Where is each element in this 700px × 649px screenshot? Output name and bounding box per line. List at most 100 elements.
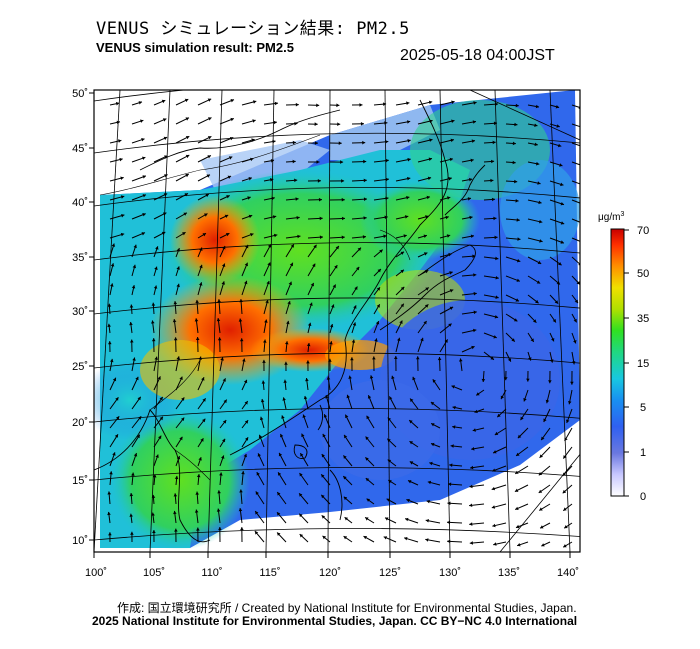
wind-arrow-head — [284, 361, 288, 365]
wind-arrow-head — [223, 399, 227, 404]
wind-arrow-head — [321, 474, 325, 478]
wind-arrow-head — [133, 453, 138, 457]
colorbar-tick-50: 50 — [637, 268, 649, 280]
wind-arrow-head — [115, 101, 120, 106]
wind-arrow-head — [427, 176, 432, 181]
wind-arrow-head — [543, 418, 547, 422]
wind-arrow-head — [226, 195, 230, 199]
wind-arrow-head — [535, 299, 539, 304]
wind-arrow-head — [138, 101, 142, 105]
wind-arrow-head — [362, 235, 366, 239]
wind-arrow-head — [245, 437, 249, 441]
wind-arrow-head — [404, 537, 408, 541]
wind-arrow-head — [137, 396, 141, 401]
wind-arrow-head — [448, 482, 452, 486]
wind-arrow-head — [563, 544, 567, 548]
wind-arrow-head — [528, 357, 532, 361]
wind-arrow-head — [444, 339, 448, 343]
lon-label-120: 120˚ — [319, 567, 341, 579]
wind-arrow-head — [176, 356, 181, 360]
wind-arrow-head — [151, 494, 156, 498]
wind-arrow-head — [322, 433, 326, 438]
lat-label-35: 35˚ — [72, 252, 88, 264]
wind-arrow-head — [354, 286, 358, 290]
wind-arrow-head — [260, 399, 265, 403]
wind-arrow-head — [490, 356, 494, 360]
wind-arrow-head — [129, 304, 134, 308]
wind-arrow-head — [221, 455, 225, 459]
wind-arrow-head — [195, 337, 200, 340]
wind-arrow-head — [222, 246, 226, 250]
wind-arrow-head — [530, 338, 534, 342]
wind-arrow-head — [352, 322, 357, 326]
wind-arrow-head — [385, 517, 389, 521]
wind-arrow-head — [244, 401, 248, 405]
wind-arrow-head — [159, 416, 163, 421]
wind-arrow-head — [449, 271, 453, 275]
wind-arrow-head — [523, 398, 527, 402]
wind-arrow-head — [469, 522, 473, 526]
wind-arrow-head — [517, 237, 521, 241]
wind-arrow-head — [164, 174, 168, 178]
wind-arrow-head — [512, 141, 516, 146]
wind-arrow-head — [217, 337, 222, 341]
wind-arrow-head — [252, 119, 256, 123]
wind-arrow-head — [357, 247, 361, 251]
wind-arrow-head — [277, 492, 281, 496]
wind-arrow-head — [258, 434, 263, 439]
map-border — [93, 89, 581, 553]
wind-arrow-head — [239, 338, 244, 342]
wind-arrow-head — [142, 175, 146, 179]
wind-arrow-head — [110, 283, 114, 287]
wind-arrow-head — [314, 122, 318, 126]
coastlines — [94, 99, 486, 543]
colorbar-unit: μg/m3 — [598, 211, 624, 223]
wind-arrow-head — [365, 478, 370, 482]
wind-arrow-head — [582, 222, 586, 225]
wind-arrow-head — [369, 375, 374, 379]
wind-arrow-head — [426, 195, 430, 200]
wind-arrow-head — [219, 472, 223, 476]
wind-arrow-head — [425, 287, 429, 291]
wind-arrow-head — [516, 278, 520, 282]
wind-arrow-head — [583, 183, 587, 186]
wind-arrow-head — [374, 338, 378, 342]
wind-arrow-head — [254, 531, 259, 535]
wind-arrow-head — [120, 195, 125, 199]
lat-label-20: 20˚ — [72, 417, 88, 429]
wind-arrow-head — [243, 379, 248, 384]
wind-arrow-head — [299, 534, 304, 538]
wind-arrow-head — [109, 471, 113, 475]
wind-arrow-head — [405, 517, 409, 522]
wind-arrow-head — [278, 452, 283, 457]
wind-arrow-head — [517, 434, 522, 439]
wind-arrow-head — [541, 436, 545, 441]
wind-arrow-head — [302, 414, 306, 418]
wind-arrow-head — [516, 218, 520, 222]
wind-arrow-head — [379, 249, 383, 253]
wind-arrow-head — [321, 494, 325, 499]
wind-arrow-head — [404, 215, 409, 219]
wind-arrow-head — [199, 264, 203, 269]
wind-arrow-head — [571, 361, 576, 365]
wind-arrow-head — [119, 157, 123, 162]
wind-arrow-head — [400, 269, 404, 274]
wind-arrow-head — [423, 321, 427, 325]
wind-arrow-head — [448, 177, 452, 181]
wind-arrow-head — [410, 398, 414, 402]
wind-arrow-head — [267, 244, 272, 248]
wind-arrow-head — [535, 104, 539, 109]
wind-arrow-head — [185, 154, 190, 159]
colorbar-tick-70: 70 — [637, 225, 649, 237]
wind-arrow-head — [277, 532, 281, 536]
wind-arrow-head — [471, 139, 475, 143]
wind-arrow-head — [472, 254, 476, 259]
wind-arrow-head — [564, 525, 568, 529]
wind-arrow-head — [321, 515, 326, 519]
wind-arrow-head — [359, 103, 363, 107]
wind-arrow-head — [129, 322, 133, 326]
wind-arrow-head — [120, 176, 124, 180]
wind-arrow-head — [164, 155, 168, 159]
wind-arrow-head — [196, 527, 200, 531]
wind-arrow-head — [539, 507, 543, 511]
